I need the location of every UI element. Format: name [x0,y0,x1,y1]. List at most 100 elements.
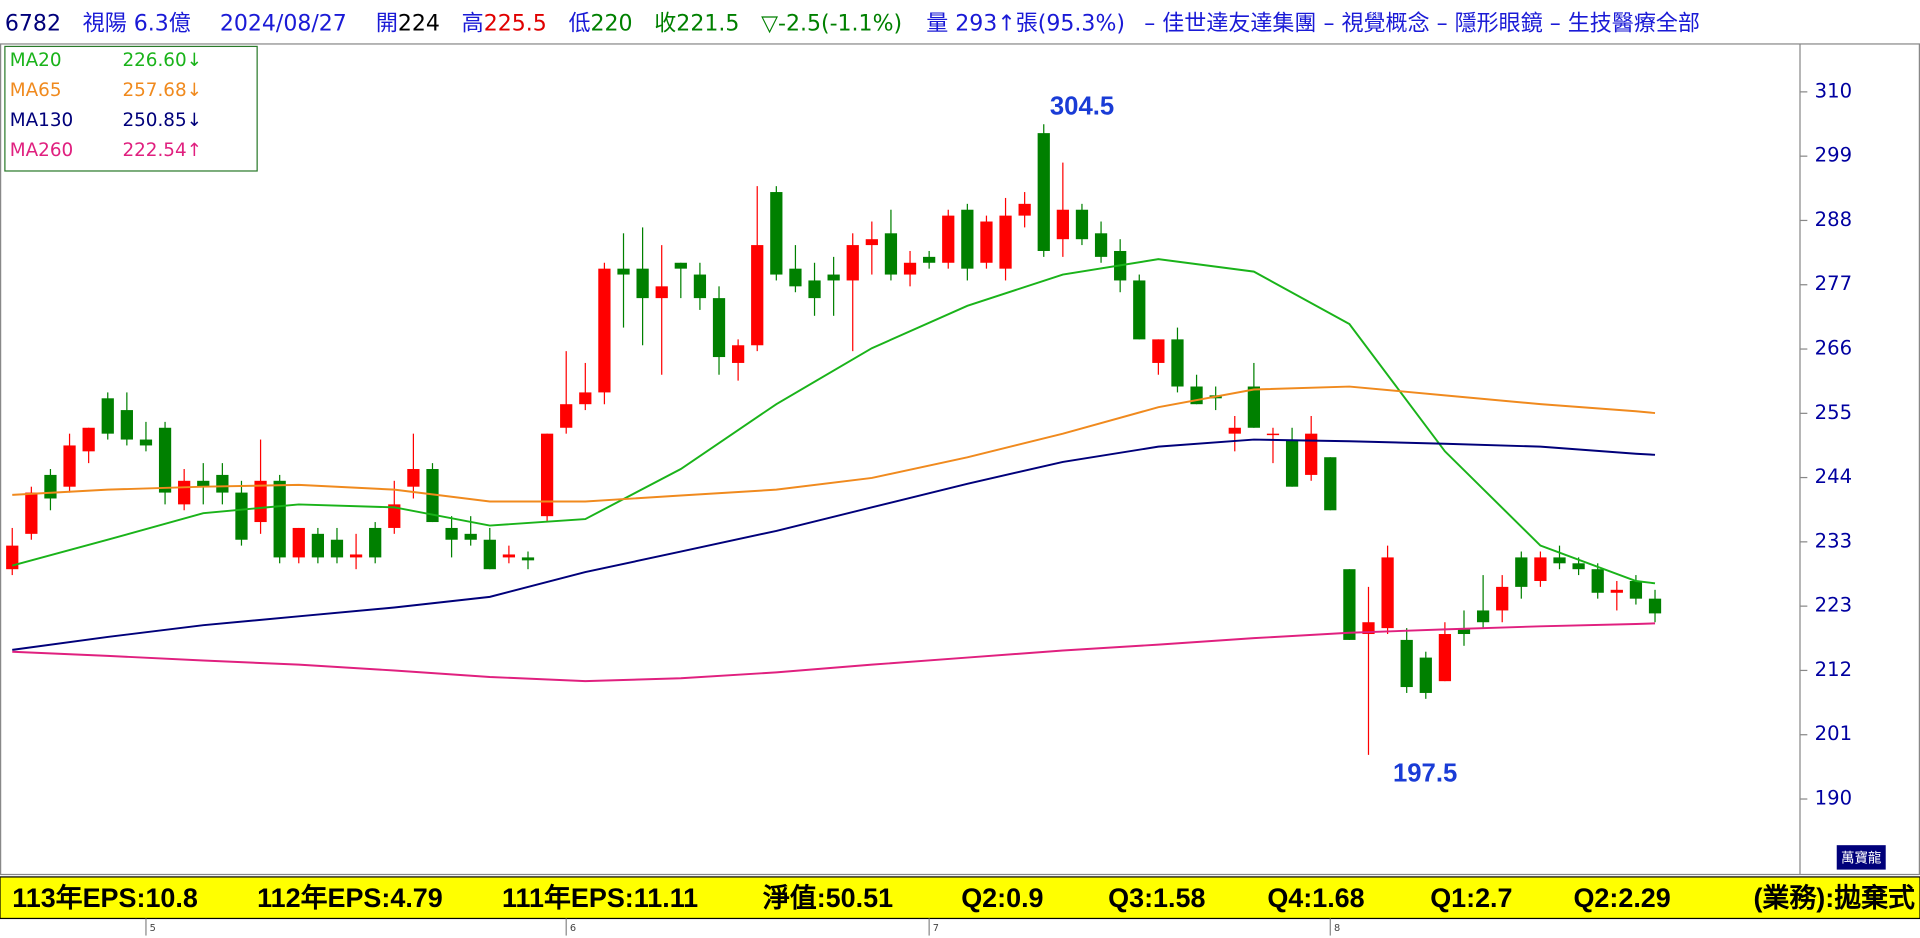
x-tick-label: 7 [933,923,939,934]
body [139,439,153,446]
body [388,504,401,528]
business: (業務):拋棄式 [1753,883,1915,913]
y-tick-label: 255 [1815,401,1852,424]
eps: 113年EPS:10.8 [12,882,198,913]
body [751,245,764,346]
y-tick-label: 277 [1815,272,1852,295]
legend-name: MA20 [10,50,62,71]
body [1610,589,1623,593]
y-tick-label: 190 [1815,787,1852,810]
high-label: 高 [462,11,484,36]
body [1629,580,1643,599]
body [1591,569,1604,593]
body [1171,339,1184,387]
body [884,233,898,275]
logo: 萬寶龍 [1841,850,1881,867]
close: 收221.5 [654,11,739,36]
body [407,469,420,487]
body [846,245,859,281]
body [311,533,324,558]
body [827,274,840,281]
volume: 量 293↑張(95.3%) [926,11,1125,36]
body [273,480,286,558]
low: 220 [591,11,633,36]
body [693,274,707,299]
eps: 112年EPS:4.79 [257,882,443,913]
body [6,545,19,570]
code: 6782 [5,11,61,36]
body [1343,569,1356,640]
body [330,539,344,558]
body [158,427,172,493]
logo-box [1836,845,1886,870]
y-tick-label: 212 [1815,658,1852,681]
body [1305,433,1318,475]
body [1381,557,1394,629]
body [63,445,76,487]
y-tick-label: 299 [1815,144,1852,167]
body [502,554,516,558]
quarter-eps: Q1:2.7 [1430,883,1512,913]
body [1553,557,1566,564]
body [579,392,592,405]
body [789,268,802,287]
footer-bar [0,876,1920,920]
body [1476,610,1490,623]
quarter-eps: Q2:2.29 [1573,883,1670,913]
body [25,492,38,534]
legend-value: 250.85↓ [122,110,202,131]
body [980,221,993,263]
body [44,474,57,499]
body [1094,233,1108,257]
body [636,268,649,299]
name: 視陽 6.3億 [83,11,191,36]
body [903,262,917,275]
body [617,268,630,275]
body [82,427,95,452]
body [598,268,611,393]
body [426,469,439,523]
quarter-eps: Q4:1.68 [1267,883,1364,913]
body [1572,563,1585,570]
body [1037,133,1050,251]
extreme-label: 197.5 [1393,760,1457,788]
body [1496,586,1509,611]
body [732,345,745,363]
body [1228,427,1241,434]
body [254,480,267,523]
date: 2024/08/27 [220,11,347,36]
body [1152,339,1165,363]
legend-name: MA130 [10,110,73,131]
legend-value: 222.54↑ [122,140,202,161]
body [1324,457,1337,511]
body [1515,557,1528,587]
body [942,215,955,263]
body [712,298,726,358]
body [292,527,305,558]
y-tick-label: 266 [1815,337,1852,360]
body [1285,439,1299,487]
legend-name: MA65 [10,80,62,101]
y-tick-label: 233 [1815,529,1852,552]
y-tick-label: 288 [1815,208,1852,231]
body [674,262,687,269]
legend-value: 226.60↓ [122,50,202,71]
body [1247,386,1260,428]
body [349,554,363,558]
body [369,527,382,558]
body [865,239,878,246]
body [999,215,1012,269]
groups: – 佳世達友達集團 – 視覺概念 – 隱形眼鏡 – 生技醫療全部 [1144,11,1700,36]
ma-line [11,258,1656,585]
body [560,404,573,428]
open-label: 開 [376,11,398,36]
body [197,480,210,487]
body [1133,280,1146,340]
body [808,280,821,299]
body [445,527,458,540]
body [961,209,974,269]
quarter-eps: Q3:1.58 [1108,883,1205,913]
body [521,557,535,561]
